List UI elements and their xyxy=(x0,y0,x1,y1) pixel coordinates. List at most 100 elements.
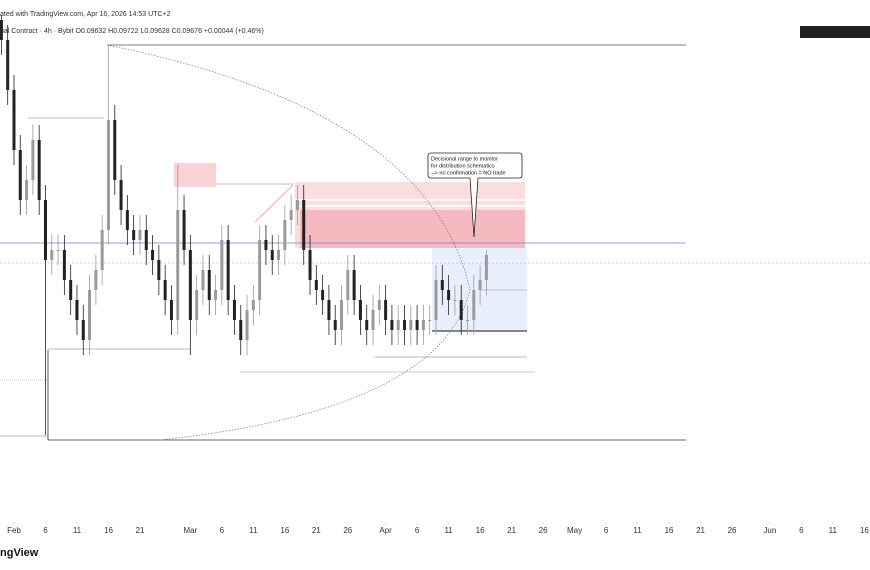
x-tick-label: 21 xyxy=(696,526,705,535)
candle-body xyxy=(472,290,476,320)
x-tick-label: 16 xyxy=(476,526,485,535)
x-tick-label: 6 xyxy=(415,526,420,535)
x-tick-label: 21 xyxy=(136,526,145,535)
candle-body xyxy=(88,290,92,340)
candle-body xyxy=(220,240,224,290)
candle-body xyxy=(132,230,136,240)
candle-body xyxy=(226,240,230,300)
candle-body xyxy=(125,210,129,230)
candle-body xyxy=(69,280,73,300)
candle-body xyxy=(50,250,54,260)
candle-body xyxy=(270,250,274,260)
candle-body xyxy=(75,300,79,320)
candle-body xyxy=(0,20,3,40)
trend-line xyxy=(254,184,294,223)
annotation-text: --> no confirmation = NO trade xyxy=(431,170,506,176)
candle-body xyxy=(478,280,482,290)
header-text: ated with TradingView.com, Apr 16, 2026 … xyxy=(0,11,171,18)
candle-body xyxy=(182,210,186,250)
annotation: Decisional range to monitor for distribu… xyxy=(427,152,523,238)
candle-body xyxy=(94,270,98,290)
candle-body xyxy=(144,230,148,250)
x-tick-label: 16 xyxy=(104,526,113,535)
x-tick-label: 6 xyxy=(43,526,48,535)
annotation-box xyxy=(427,152,523,238)
candle-body xyxy=(25,180,29,200)
logo: ngView xyxy=(0,547,39,559)
candle-body xyxy=(352,270,356,300)
candle-body xyxy=(384,300,388,320)
x-tick-label: 11 xyxy=(829,526,838,535)
annotation-text: Decisional range to monitor xyxy=(431,156,498,162)
supply-box xyxy=(174,163,216,187)
candle-body xyxy=(62,250,66,280)
x-tick-label: 11 xyxy=(444,526,453,535)
candle-body xyxy=(428,320,432,321)
candle-body xyxy=(409,320,413,330)
x-tick-label: 6 xyxy=(604,526,609,535)
candle-body xyxy=(302,200,306,250)
candle-body xyxy=(314,280,318,290)
candle-body xyxy=(6,40,10,90)
candle-body xyxy=(207,270,211,300)
candle-body xyxy=(239,320,243,340)
candle-body xyxy=(176,210,180,320)
candle-body xyxy=(459,300,463,320)
candle-body xyxy=(415,320,419,330)
candle-body xyxy=(188,250,192,320)
candle-body xyxy=(18,150,22,200)
candle-body xyxy=(232,300,236,320)
candle-body xyxy=(31,140,35,180)
candle-body xyxy=(214,290,218,300)
x-tick-label: Feb xyxy=(7,526,21,535)
candle-body xyxy=(119,180,123,210)
candle-body xyxy=(277,250,281,260)
candle-body xyxy=(283,220,287,250)
candle-body xyxy=(327,300,331,320)
candle-body xyxy=(245,310,249,340)
candle-body xyxy=(440,280,444,290)
x-tick-label: 16 xyxy=(860,526,869,535)
x-tick-label: 26 xyxy=(343,526,352,535)
candle-body xyxy=(264,240,268,250)
x-tick-label: 11 xyxy=(633,526,642,535)
candle-body xyxy=(333,320,337,330)
candle-body xyxy=(251,300,255,310)
x-tick-label: May xyxy=(567,526,582,535)
x-tick-label: 6 xyxy=(220,526,225,535)
candle-body xyxy=(151,250,155,260)
candle-body xyxy=(113,120,117,180)
header-text: ual Contract · 4h · Bybit O0.09632 H0.09… xyxy=(0,28,264,35)
candle-body xyxy=(346,270,350,300)
candle-body xyxy=(201,270,205,290)
x-tick-label: 26 xyxy=(539,526,548,535)
candle-body xyxy=(37,140,41,200)
candle-body xyxy=(289,210,293,220)
x-tick-label: 16 xyxy=(665,526,674,535)
candle-body xyxy=(100,230,104,270)
candle-body xyxy=(390,320,394,330)
candle-body xyxy=(365,320,369,330)
x-tick-label: 6 xyxy=(799,526,804,535)
candle-body xyxy=(403,320,407,330)
candle-body xyxy=(308,250,312,280)
annotation-text: for distribution schematics xyxy=(431,163,495,169)
candle-body xyxy=(258,240,262,300)
candle-body xyxy=(421,320,425,330)
x-tick-label: 11 xyxy=(249,526,258,535)
candle-body xyxy=(138,230,142,240)
candle-body xyxy=(434,280,438,320)
x-tick-label: 11 xyxy=(73,526,82,535)
candles xyxy=(0,15,488,435)
toolbar[interactable] xyxy=(800,26,870,38)
candle-body xyxy=(453,300,457,301)
candle-body xyxy=(321,290,325,300)
candle-body xyxy=(447,290,451,300)
x-tick-label: 26 xyxy=(728,526,737,535)
candle-body xyxy=(358,300,362,320)
x-tick-label: Apr xyxy=(379,526,392,535)
candle-body xyxy=(371,310,375,330)
candle-body xyxy=(12,90,16,150)
candle-body xyxy=(163,280,167,300)
